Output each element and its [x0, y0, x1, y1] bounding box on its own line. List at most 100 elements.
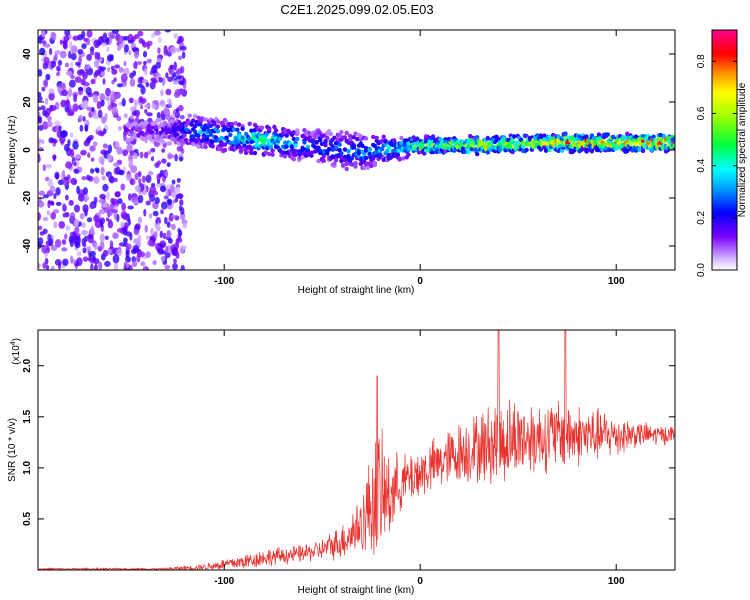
- spectrogram-ridge-cell: [395, 152, 401, 158]
- spectrogram-ridge-cell: [596, 136, 602, 141]
- spectrogram-noise-cell: [181, 51, 186, 59]
- spectrogram-ridge-cell: [192, 129, 198, 134]
- spectrogram-noise-cell: [160, 209, 164, 215]
- spectrogram-ridge-cell: [318, 137, 323, 143]
- spectrogram-ridge-cell: [349, 162, 355, 167]
- spectrogram-noise-cell: [64, 62, 70, 68]
- spectrogram-noise-cell: [86, 174, 91, 181]
- spectrogram-ridge-cell: [289, 144, 295, 149]
- spectrogram-ridge-cell: [303, 136, 309, 141]
- spectrogram-ridge-cell: [199, 117, 205, 122]
- snr-xlabel: Height of straight line (km): [298, 585, 415, 596]
- spectrogram-noise-cell: [83, 85, 87, 92]
- spectrogram-noise-cell: [118, 125, 122, 132]
- spectrogram-ridge-cell: [383, 138, 388, 143]
- spectrogram-ridge-cell: [291, 136, 296, 142]
- spectrogram-ridge-cell: [284, 144, 289, 149]
- spectrogram-noise-cell: [159, 101, 166, 107]
- spectrogram-noise-cell: [100, 71, 106, 77]
- spectrogram-noise-cell: [167, 198, 173, 206]
- spectrogram-ridge-cell: [330, 147, 335, 152]
- spectrogram-noise-cell: [50, 265, 55, 270]
- snr-ytick-label: 1.5: [22, 409, 33, 423]
- spectrogram-noise-cell: [127, 205, 134, 210]
- spectrogram-ridge-cell: [625, 148, 630, 154]
- spectrogram-ridge-cell: [265, 146, 270, 151]
- spectrogram-noise-cell: [125, 173, 132, 181]
- spectrogram-ridge-cell: [191, 134, 196, 139]
- spectrogram-noise-cell: [152, 100, 159, 105]
- spectrogram-noise-cell: [133, 34, 140, 40]
- spectrogram-ridge-cell: [425, 148, 430, 153]
- spectrogram-noise-cell: [107, 31, 115, 37]
- spectrogram-ridge-cell: [189, 121, 194, 127]
- spectrogram-noise-cell: [70, 52, 77, 61]
- spectrogram-ticks: -100 0 100 -40 -20 0 20 40: [22, 30, 675, 287]
- spectrogram-noise-cell: [175, 251, 180, 259]
- spectrogram-noise-cell: [84, 124, 89, 132]
- spectrogram-ridge-cell: [369, 163, 374, 168]
- spectrogram-noise-cell: [164, 252, 171, 258]
- spectrogram-ridge-cell: [438, 137, 443, 142]
- spectrogram-noise-cell: [107, 144, 113, 154]
- spectrogram-noise-cell: [98, 65, 102, 75]
- spectrogram-ridge-cell: [584, 134, 589, 139]
- spectrogram-noise-cell: [44, 163, 52, 169]
- spectrogram-ridge-cell: [563, 132, 568, 137]
- spectrogram-ridge-cell: [259, 134, 265, 140]
- spectrogram-ridge-cell: [215, 124, 221, 129]
- spectrogram-noise-cell: [70, 148, 75, 158]
- spectrogram-ridge-cell: [249, 146, 254, 151]
- spectrogram-ridge-cell: [247, 121, 252, 127]
- spectrogram-noise-cell: [137, 216, 142, 224]
- spectrogram-noise-cell: [73, 161, 77, 166]
- spectrogram-ridge-cell: [215, 119, 221, 124]
- spectrogram-noise-cell: [144, 104, 151, 109]
- snr-frame: [37, 329, 676, 571]
- spectrogram-ridge-cell: [215, 129, 221, 134]
- spectrogram-noise-cell: [133, 50, 140, 59]
- spectrogram-noise-cell: [178, 55, 183, 60]
- spectrogram-noise-cell: [89, 250, 96, 257]
- spectrogram-noise-cell: [92, 141, 98, 147]
- spectrogram-noise-cell: [64, 106, 70, 113]
- spectrogram-noise-cell: [147, 170, 154, 176]
- spectrogram-noise-cell: [146, 235, 151, 240]
- spectrogram-noise-cell: [120, 183, 126, 191]
- spectrogram-noise-cell: [177, 193, 184, 200]
- spectrogram-ridge-cell: [293, 143, 298, 148]
- spectrogram-ridge-cell: [610, 134, 616, 140]
- spectrogram-ridge-cell: [192, 113, 198, 119]
- spectrogram-noise-cell: [145, 251, 151, 259]
- spectrogram-noise-cell: [85, 86, 92, 96]
- spectrogram-noise-cell: [170, 46, 177, 55]
- spectrogram-noise-cell: [123, 113, 128, 119]
- spectrogram-noise-cell: [97, 109, 103, 119]
- spectrogram-noise-cell: [70, 177, 78, 186]
- spectrogram-ridge-cell: [651, 134, 656, 139]
- spectrogram-ridge-cell: [152, 121, 157, 126]
- spectrogram-ridge-cell: [595, 147, 600, 153]
- snr-xtick-label: 100: [608, 576, 625, 587]
- spectrogram-noise-cell: [124, 44, 129, 53]
- spectrogram-noise-cell: [106, 55, 113, 62]
- spectrogram-noise-cell: [81, 43, 87, 50]
- spectrogram-ridge-cell: [367, 147, 372, 152]
- spectrogram-noise-cell: [150, 227, 154, 237]
- spectrogram-noise-cell: [167, 238, 173, 244]
- spectrogram-noise-cell: [55, 187, 61, 196]
- spectrogram-noise-cell: [142, 50, 148, 58]
- spectrogram-noise-cell: [165, 141, 173, 146]
- spectrogram-ridge-cell: [184, 122, 189, 128]
- spectrogram-noise-cell: [99, 93, 106, 102]
- spectrogram-ridge-cell: [379, 146, 385, 152]
- spectrogram-noise-cell: [143, 266, 148, 270]
- spectrogram-noise-cell: [107, 248, 112, 254]
- spectrogram-noise-cell: [172, 72, 177, 78]
- spectrogram-noise-cell: [128, 158, 134, 167]
- spectrogram-noise-cell: [53, 120, 61, 127]
- spectrogram-ridge-cell: [633, 141, 639, 146]
- spectrogram-noise-cell: [72, 35, 80, 41]
- spectrogram-ridge-cell: [332, 135, 337, 140]
- spectrogram-ridge-cell: [415, 136, 420, 141]
